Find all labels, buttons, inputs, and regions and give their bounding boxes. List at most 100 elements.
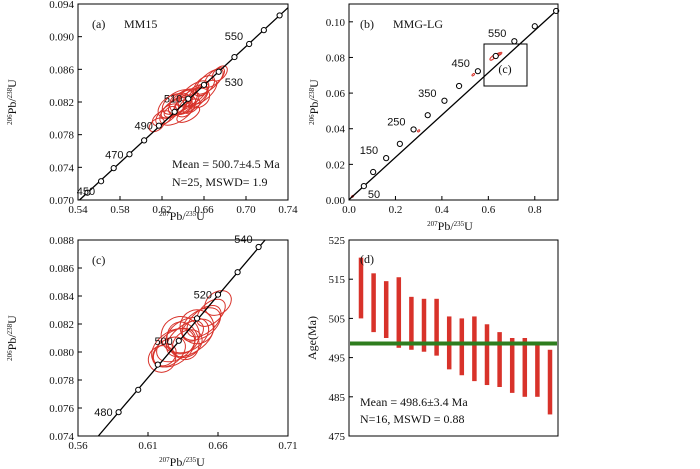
- y-tick-label: 0.00: [326, 195, 346, 207]
- age-bar: [484, 324, 490, 386]
- error-ellipse: [148, 117, 165, 133]
- error-ellipse: [417, 129, 421, 133]
- y-axis-title-a: 206Pb/238U: [5, 79, 19, 125]
- concordia-point: [175, 337, 182, 344]
- age-bar: [421, 298, 427, 352]
- x-tick-label: 0.61: [138, 440, 157, 452]
- error-ellipse: [166, 321, 200, 361]
- age-label: 50: [368, 189, 380, 201]
- age-label: 250: [387, 116, 405, 128]
- concordia-point: [455, 82, 463, 90]
- y-tick-label: 525: [329, 235, 346, 247]
- age-label: 520: [194, 290, 212, 302]
- concordia-point: [276, 12, 283, 19]
- error-ellipse: [152, 336, 186, 368]
- concordia-point: [255, 243, 262, 251]
- concordia-point: [135, 386, 142, 393]
- x-tick-label: 0.70: [236, 204, 256, 216]
- y-tick-label: 0.088: [49, 235, 74, 247]
- age-label: 550: [488, 28, 506, 40]
- concordia-point: [84, 189, 91, 196]
- concordia-points: 50 150 250 350 450 550: [360, 7, 560, 201]
- age-bar: [459, 318, 465, 376]
- concordia-line: [348, 8, 559, 201]
- concordia-point: [154, 361, 161, 368]
- age-bar: [434, 298, 439, 356]
- x-tick-label: 0.8: [528, 204, 542, 216]
- y-tick-label: 505: [329, 313, 346, 325]
- ellipse-group: [147, 290, 232, 373]
- y-axis-title-b: 206Pb/238U: [307, 79, 321, 125]
- y-tick-label: 0.06: [326, 88, 346, 100]
- concordia-point: [424, 112, 431, 119]
- age-label: 350: [418, 88, 436, 100]
- x-tick-label: 0.71: [278, 440, 297, 452]
- x-tick-label: 0.66: [208, 440, 228, 452]
- panel-b: 50 150 250 350 450 550 (c) 0.0 0.2 0.4 0.6 0.8 0.…: [307, 3, 560, 233]
- age-bar: [547, 349, 553, 415]
- error-ellipse: [159, 94, 197, 126]
- axes-frame-c: [77, 239, 289, 437]
- x-tick-label: 0.56: [68, 440, 88, 452]
- age-bar: [383, 281, 389, 338]
- y-tick-label: 0.078: [49, 375, 74, 387]
- error-ellipse: [204, 290, 232, 316]
- concordia-point: [474, 68, 481, 75]
- concordia-point: [410, 126, 417, 133]
- concordia-point: [383, 155, 390, 162]
- y-tick-label: 0.084: [49, 291, 74, 303]
- mean-annotation-d: Mean = 498.6±3.4 Ma: [360, 395, 468, 409]
- panel-title-b: MMG-LG: [393, 17, 443, 31]
- concordia-point: [110, 165, 117, 172]
- age-label: 510: [164, 94, 182, 106]
- concordia-point: [141, 137, 148, 144]
- age-bar: [522, 338, 528, 397]
- age-label: 450: [77, 186, 95, 198]
- y-tick-label: 0.082: [49, 319, 74, 331]
- error-ellipse: [471, 73, 476, 77]
- y-tick-label: 0.08: [326, 52, 346, 64]
- inset-label: (c): [498, 62, 511, 76]
- x-tick-label: 0.6: [481, 204, 495, 216]
- y-tick-label: 0.086: [49, 263, 74, 275]
- axes-frame-b: [348, 3, 559, 201]
- age-bar: [409, 296, 414, 350]
- y-tick-label: 475: [329, 431, 346, 443]
- age-bar: [358, 257, 364, 319]
- error-ellipse: [171, 329, 203, 358]
- x-tick-label: 0.62: [152, 204, 171, 216]
- concordia-point: [214, 291, 222, 298]
- age-label: 480: [94, 407, 112, 419]
- panel-d: 525 515 505 495 485 475 (d) Mean = 498.6±3.4 …: [305, 235, 559, 443]
- concordia-point: [492, 52, 499, 60]
- y-tick-label: 495: [329, 353, 346, 365]
- concordia-point: [171, 108, 178, 115]
- concordia-point: [531, 23, 538, 30]
- concordia-point: [234, 269, 241, 276]
- age-bar: [535, 343, 540, 397]
- y-tick-label: 0.10: [326, 17, 346, 29]
- concordia-point: [441, 97, 448, 104]
- y-tick-label: 0.02: [326, 159, 345, 171]
- y-tick-label: 0.078: [49, 130, 74, 142]
- x-tick-label: 0.74: [278, 204, 298, 216]
- age-bar: [396, 277, 402, 348]
- concordia-point: [246, 40, 253, 48]
- mean-annotation-a: Mean = 500.7±4.5 Ma: [172, 157, 280, 171]
- error-ellipse: [176, 105, 201, 123]
- concordia-point: [511, 38, 518, 45]
- panel-a: 450 470 490 510 530 550 0.54 0.58 0.62 0.66 0.70 0…: [5, 0, 298, 223]
- y-tick-label: 0.086: [49, 64, 74, 76]
- concordia-point: [396, 140, 403, 147]
- x-axis-title-a: 207Pb/235U: [159, 209, 205, 223]
- panel-label-a: (a): [92, 17, 105, 31]
- concordia-point: [115, 409, 122, 416]
- y-tick-label: 0.070: [49, 195, 74, 207]
- y-tick-label: 0.074: [49, 162, 74, 174]
- x-tick-label: 0.54: [68, 204, 88, 216]
- age-label: 470: [105, 149, 123, 161]
- age-label: 450: [452, 58, 470, 70]
- x-axis-title-c: 207Pb/235U: [159, 455, 205, 469]
